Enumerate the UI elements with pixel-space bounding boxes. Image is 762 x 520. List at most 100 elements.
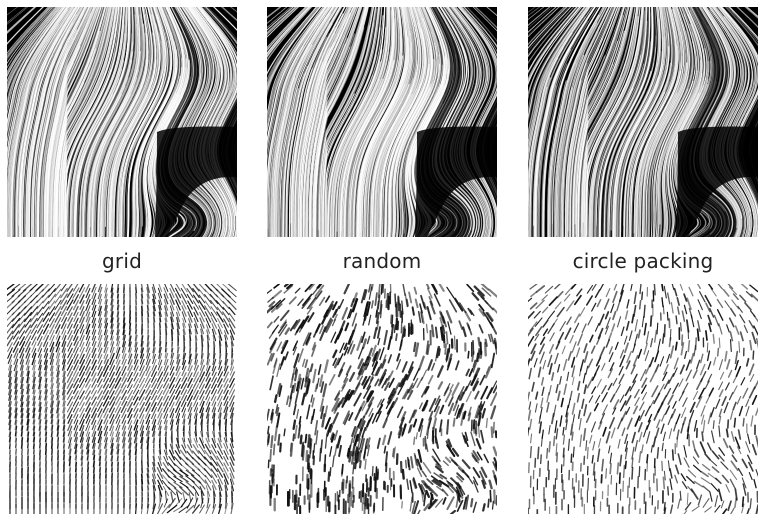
hatch-stroke: [187, 372, 193, 382]
hatch-stroke: [199, 395, 205, 407]
streamline: [66, 7, 126, 237]
hatch-stroke: [152, 496, 156, 510]
hatch-stroke: [229, 478, 235, 492]
hatch-stroke: [662, 476, 666, 490]
hatch-stroke: [115, 353, 121, 365]
hatch-stroke: [563, 293, 571, 302]
hatch-stroke: [360, 438, 365, 453]
hatch-stroke: [198, 443, 206, 455]
streamline: [145, 7, 185, 237]
hatch-stroke: [121, 431, 127, 443]
hatch-stroke: [591, 373, 597, 381]
hatch-stroke: [650, 444, 653, 453]
hatch-stroke: [579, 368, 582, 377]
hatch-stroke: [535, 391, 539, 400]
hatch-stroke: [163, 287, 169, 299]
streamline: [441, 7, 480, 237]
hatch-stroke: [384, 381, 390, 391]
hatch-stroke: [697, 320, 701, 333]
hatch-stroke: [20, 425, 24, 437]
hatch-stroke: [267, 321, 273, 329]
hatch-stroke: [395, 317, 398, 331]
hatch-stroke: [583, 404, 588, 417]
hatch-stroke: [216, 371, 224, 383]
hatch-stroke: [354, 433, 359, 447]
hatch-stroke: [718, 415, 722, 425]
hatch-stroke: [179, 475, 189, 483]
streamline: [84, 7, 138, 237]
streamline: [409, 7, 448, 237]
hatch-stroke: [224, 431, 228, 443]
hatch-stroke: [206, 329, 210, 341]
hatch-stroke: [164, 348, 168, 358]
hatch-stroke: [269, 448, 272, 462]
hatch-stroke: [13, 353, 19, 365]
hatch-stroke: [72, 299, 80, 311]
hatch-stroke: [164, 311, 168, 323]
streamline: [547, 80, 567, 237]
hatch-stroke: [300, 443, 304, 458]
hatch-stroke: [278, 324, 288, 337]
hatch-stroke: [555, 340, 561, 350]
hatch-stroke: [616, 316, 622, 328]
hatch-stroke: [630, 284, 633, 291]
hatch-stroke: [562, 447, 565, 458]
hatch-stroke: [134, 443, 138, 455]
hatch-stroke: [204, 456, 212, 466]
streamline: [597, 41, 651, 237]
streamline: [428, 7, 469, 237]
hatch-stroke: [103, 322, 109, 336]
hatch-stroke: [294, 369, 299, 382]
hatch-stroke: [379, 368, 387, 383]
hatch-stroke: [489, 321, 497, 335]
hatch-stroke: [368, 314, 372, 326]
hatch-stroke: [127, 425, 133, 437]
hatch-stroke: [451, 382, 460, 397]
hatch-stroke: [748, 386, 756, 399]
hatch-stroke: [195, 425, 197, 437]
hatch-stroke: [401, 500, 403, 509]
hatch-stroke: [270, 408, 274, 419]
hatch-stroke: [133, 408, 139, 418]
hatch-stroke: [395, 333, 398, 342]
streamline: [305, 7, 357, 237]
hatch-stroke: [753, 314, 758, 323]
hatch-stroke: [655, 427, 660, 439]
hatch-stroke: [472, 501, 477, 513]
hatch-stroke: [472, 359, 477, 369]
hatch-stroke: [170, 347, 174, 359]
hatch-stroke: [53, 284, 62, 293]
streamline: [7, 7, 44, 44]
hatch-stroke: [223, 443, 229, 455]
hatch-stroke: [447, 486, 454, 494]
hatch-stroke: [19, 330, 25, 340]
hatch-stroke: [447, 396, 454, 407]
hatch-stroke: [210, 474, 218, 484]
hatch-stroke: [20, 407, 24, 419]
hatch-stroke: [601, 458, 604, 472]
hatch-stroke: [296, 408, 300, 419]
hatch-stroke: [687, 339, 691, 353]
hatch-stroke: [144, 389, 152, 401]
hatch-stroke: [200, 347, 204, 359]
hatch-stroke: [217, 407, 223, 419]
hatch-stroke: [706, 442, 712, 451]
streamline: [144, 93, 177, 237]
hatch-stroke: [179, 469, 189, 477]
hatch-stroke: [742, 387, 749, 399]
hatch-stroke: [534, 317, 543, 327]
hatch-stroke: [615, 383, 621, 394]
hatch-stroke: [396, 406, 404, 419]
hatch-stroke: [401, 423, 407, 437]
hatch-stroke: [116, 317, 120, 329]
streamline: [309, 7, 361, 237]
streamline: [25, 14, 78, 237]
hatch-stroke: [416, 458, 423, 471]
hatch-stroke: [432, 478, 443, 486]
hatch-stroke: [176, 418, 180, 432]
hatch-stroke: [97, 425, 103, 437]
hatch-stroke: [205, 389, 211, 401]
hatch-stroke: [707, 361, 712, 370]
hatch-stroke: [7, 330, 14, 340]
hatch-stroke: [146, 287, 150, 299]
